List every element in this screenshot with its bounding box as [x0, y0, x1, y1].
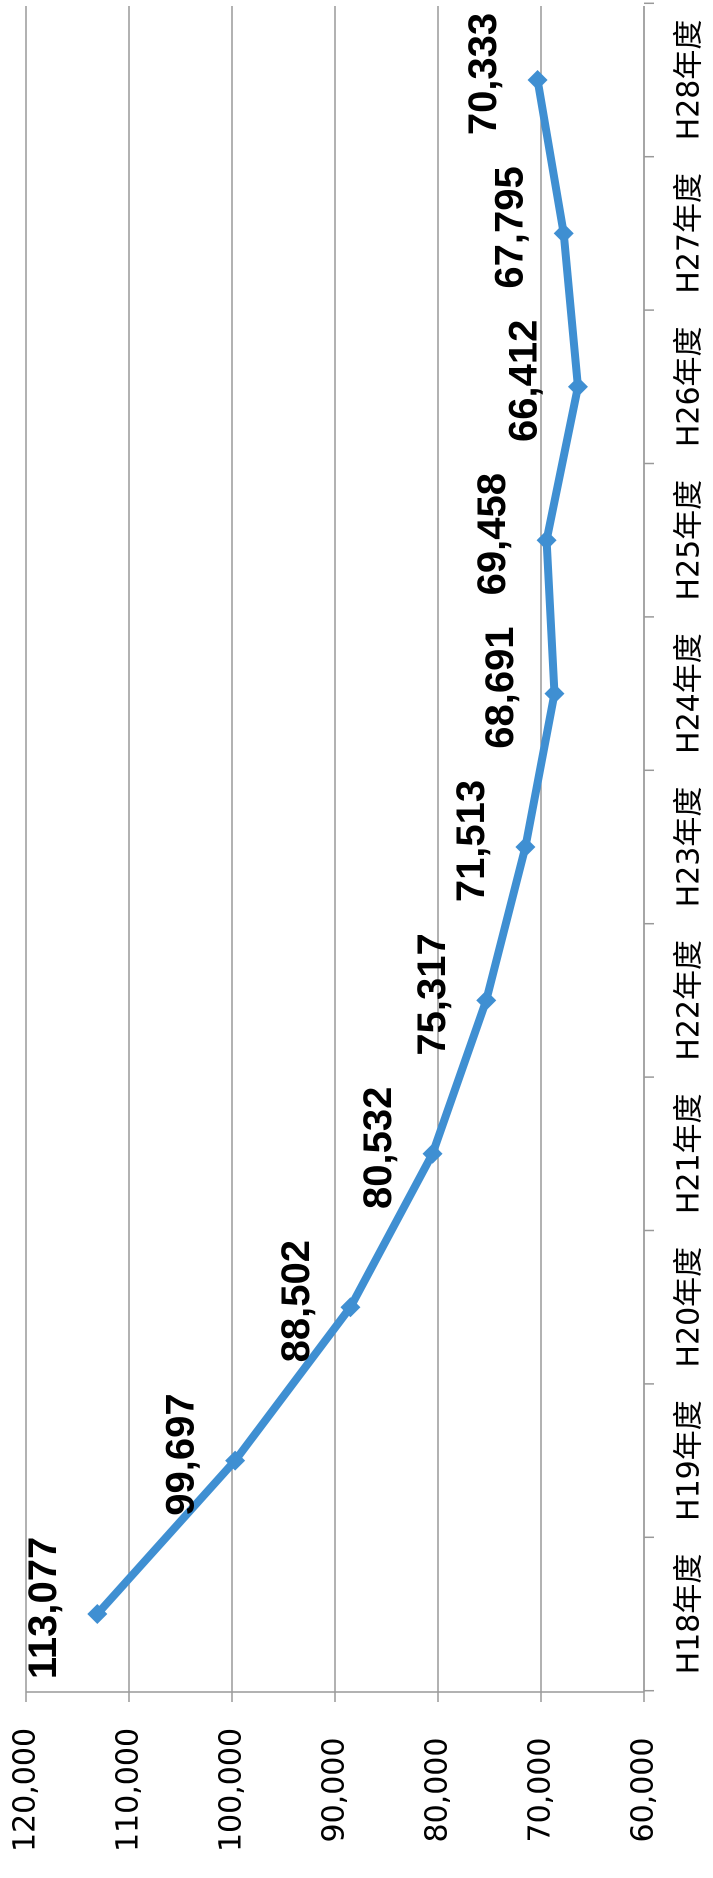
y-tick-label: 120,000	[8, 1728, 43, 1852]
value-label: 71,513	[449, 780, 493, 902]
y-tick-label: 110,000	[111, 1728, 146, 1852]
x-tick-label: H20年度	[672, 1247, 707, 1368]
marker	[87, 1604, 108, 1624]
y-tick-label: 80,000	[420, 1738, 455, 1843]
x-tick-label: H18年度	[672, 1554, 707, 1675]
value-label: 66,412	[502, 320, 546, 442]
series-line	[94, 79, 582, 1617]
marker	[544, 683, 565, 704]
value-label: 113,077	[21, 1537, 65, 1679]
y-tick-label: 100,000	[214, 1728, 249, 1852]
marker	[476, 990, 497, 1011]
y-tick-label: 60,000	[626, 1738, 661, 1843]
x-tick-label: H28年度	[672, 20, 707, 141]
y-tick-label: 90,000	[317, 1738, 352, 1843]
x-tick-label: H19年度	[672, 1400, 707, 1521]
value-label: 68,691	[478, 626, 522, 748]
x-tick-label: H24年度	[672, 633, 707, 754]
marker	[567, 376, 588, 397]
x-tick-label: H25年度	[672, 480, 707, 601]
x-tick-label: H22年度	[672, 940, 707, 1061]
x-tick-label: H21年度	[672, 1093, 707, 1214]
marker	[527, 70, 548, 90]
value-label: 75,317	[410, 933, 454, 1055]
value-label: 88,502	[274, 1240, 318, 1362]
value-label: 69,458	[470, 473, 514, 595]
x-tick-label: H27年度	[672, 173, 707, 294]
marker	[553, 223, 574, 244]
x-tick-label: H23年度	[672, 787, 707, 908]
marker	[340, 1297, 361, 1318]
value-label: 70,333	[461, 13, 505, 135]
x-tick-label: H26年度	[672, 326, 707, 447]
marker	[515, 837, 536, 857]
y-tick-label: 70,000	[523, 1738, 558, 1843]
value-label: 67,795	[487, 166, 531, 288]
marker	[225, 1450, 246, 1471]
marker	[536, 530, 557, 551]
marker	[422, 1143, 443, 1164]
value-label: 80,532	[356, 1087, 400, 1209]
value-label: 99,697	[159, 1393, 203, 1515]
